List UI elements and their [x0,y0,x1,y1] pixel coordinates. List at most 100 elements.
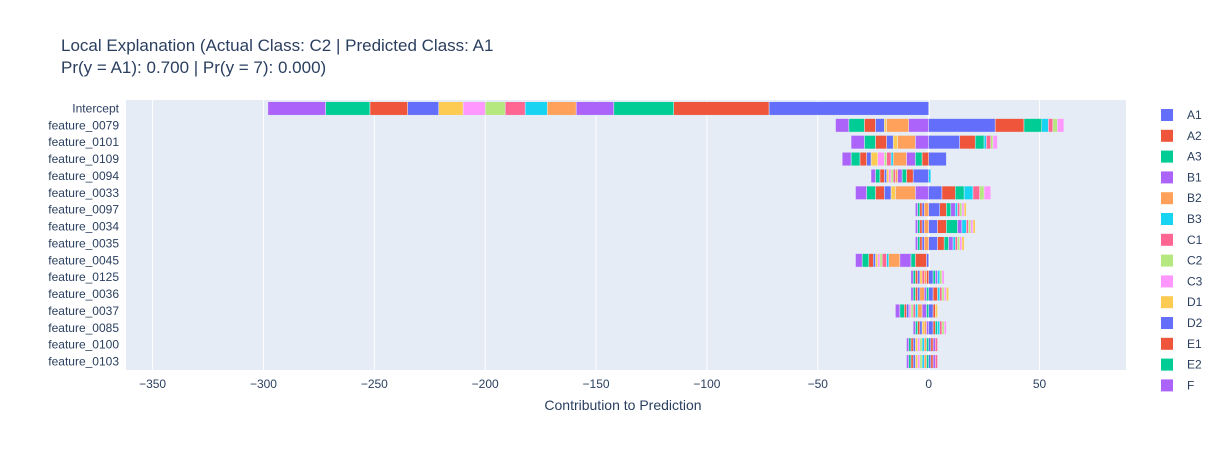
bar-segment[interactable] [872,253,876,268]
bar-segment[interactable] [928,287,934,302]
legend-label[interactable]: E1 [1187,337,1202,351]
bar-segment[interactable] [890,168,894,183]
legend-label[interactable]: A1 [1187,108,1202,122]
bar-segment[interactable] [915,135,929,150]
bar-segment[interactable] [955,236,958,251]
bar-segment[interactable] [877,152,885,167]
bar-segment[interactable] [972,219,976,234]
legend-swatch[interactable] [1161,192,1173,205]
bar-segment[interactable] [1048,118,1054,133]
bar-segment[interactable] [908,118,929,133]
bar-segment[interactable] [946,202,952,217]
bar-segment[interactable] [928,236,938,251]
bar-segment[interactable] [939,202,947,217]
bar-segment[interactable] [946,287,949,302]
legend-label[interactable]: F [1187,378,1194,392]
bar-segment[interactable] [972,185,980,200]
bar-segment[interactable] [955,185,965,200]
legend-label[interactable]: C1 [1187,233,1203,247]
bar-segment[interactable] [946,219,958,234]
bar-segment[interactable] [930,337,934,352]
bar-segment[interactable] [937,219,947,234]
bar-segment[interactable] [879,168,885,183]
bar-segment[interactable] [908,337,912,352]
bar-segment[interactable] [462,101,486,116]
bar-segment[interactable] [892,152,907,167]
bar-segment[interactable] [943,287,947,302]
bar-segment[interactable] [937,270,940,285]
bar-segment[interactable] [915,236,918,251]
bar-segment[interactable] [937,236,945,251]
bar-segment[interactable] [850,152,861,167]
bar-segment[interactable] [919,337,923,352]
bar-segment[interactable] [915,354,918,369]
bar-segment[interactable] [959,202,963,217]
bar-segment[interactable] [979,185,985,200]
bar-segment[interactable] [917,337,921,352]
bar-segment[interactable] [915,287,918,302]
bar-segment[interactable] [886,135,894,150]
bar-segment[interactable] [884,118,887,133]
legend-swatch[interactable] [1161,358,1173,371]
bar-segment[interactable] [1041,118,1049,133]
bar-segment[interactable] [438,101,464,116]
bar-segment[interactable] [919,202,923,217]
bar-segment[interactable] [926,337,929,352]
bar-segment[interactable] [941,287,945,302]
bar-segment[interactable] [868,253,874,268]
bar-segment[interactable] [992,135,998,150]
bar-segment[interactable] [919,219,923,234]
bar-segment[interactable] [866,152,872,167]
bar-segment[interactable] [881,253,887,268]
bar-segment[interactable] [926,320,929,335]
bar-segment[interactable] [912,287,916,302]
bar-segment[interactable] [939,287,943,302]
bar-segment[interactable] [841,152,852,167]
bar-segment[interactable] [983,185,991,200]
bar-segment[interactable] [861,253,870,268]
bar-segment[interactable] [948,236,954,251]
bar-segment[interactable] [921,236,925,251]
legend-label[interactable]: C2 [1187,254,1203,268]
bar-segment[interactable] [961,202,965,217]
bar-segment[interactable] [955,202,958,217]
bar-segment[interactable] [935,354,938,369]
bar-segment[interactable] [890,185,896,200]
bar-segment[interactable] [917,219,921,234]
legend-swatch[interactable] [1161,337,1173,350]
bar-segment[interactable] [928,118,996,133]
bar-segment[interactable] [870,152,878,167]
legend-label[interactable]: D2 [1187,316,1203,330]
bar-segment[interactable] [855,185,867,200]
bar-segment[interactable] [928,303,934,318]
bar-segment[interactable] [917,287,921,302]
bar-segment[interactable] [910,337,914,352]
bar-segment[interactable] [950,202,956,217]
bar-segment[interactable] [895,168,898,183]
bar-segment[interactable] [915,219,918,234]
bar-segment[interactable] [912,320,916,335]
bar-segment[interactable] [912,354,916,369]
bar-segment[interactable] [921,354,925,369]
legend-label[interactable]: D1 [1187,295,1203,309]
bar-segment[interactable] [928,270,934,285]
bar-segment[interactable] [864,118,876,133]
bar-segment[interactable] [963,202,967,217]
bar-segment[interactable] [884,152,887,167]
bar-segment[interactable] [866,185,876,200]
bar-segment[interactable] [875,185,885,200]
legend-swatch[interactable] [1161,296,1173,309]
bar-segment[interactable] [892,135,898,150]
bar-segment[interactable] [768,101,929,116]
bar-segment[interactable] [943,236,949,251]
bar-segment[interactable] [921,320,925,335]
bar-segment[interactable] [970,219,974,234]
bar-segment[interactable] [1057,118,1065,133]
bar-segment[interactable] [915,253,927,268]
bar-segment[interactable] [886,152,892,167]
legend-swatch[interactable] [1161,109,1173,121]
bar-segment[interactable] [928,202,940,217]
bar-segment[interactable] [908,354,912,369]
bar-segment[interactable] [921,219,925,234]
bar-segment[interactable] [961,236,965,251]
